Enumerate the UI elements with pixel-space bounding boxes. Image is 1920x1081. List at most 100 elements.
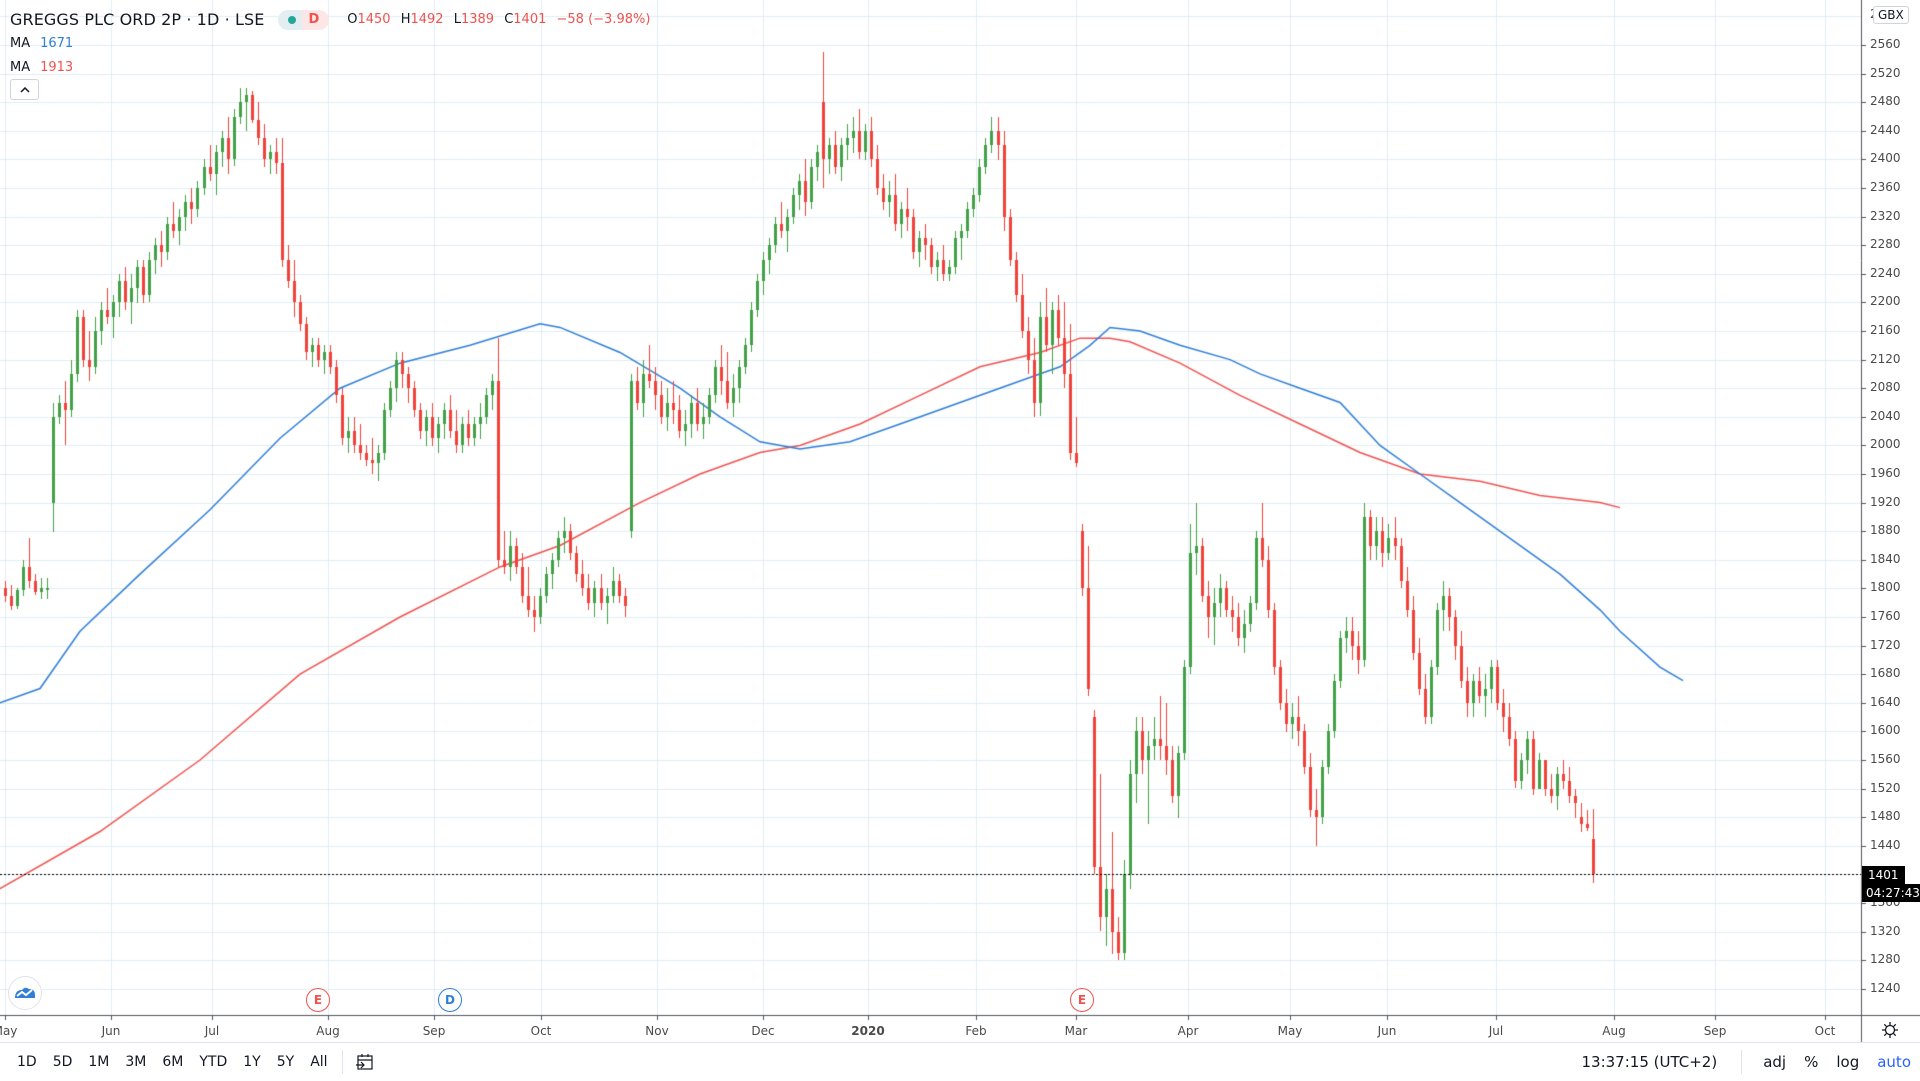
price-tick-label: 1960: [1870, 466, 1901, 480]
price-tick-label: 2400: [1870, 151, 1901, 165]
range-1y-button[interactable]: 1Y: [235, 1054, 268, 1070]
time-tick-label: Oct: [1815, 1024, 1836, 1038]
price-tick-label: 2440: [1870, 123, 1901, 137]
price-tick-label: 1840: [1870, 552, 1901, 566]
time-tick-label: May: [0, 1024, 17, 1038]
ma-slow-label: MA: [10, 56, 30, 80]
time-tick-label: Sep: [423, 1024, 446, 1038]
time-tick-label: Apr: [1178, 1024, 1199, 1038]
range-6m-button[interactable]: 6M: [154, 1054, 191, 1070]
log-scale-toggle[interactable]: log: [1827, 1053, 1868, 1071]
low-label: L: [454, 12, 461, 27]
price-tick-label: 1280: [1870, 952, 1901, 966]
price-tick-label: 2120: [1870, 352, 1901, 366]
time-tick-label: Nov: [645, 1024, 668, 1038]
range-1d-button[interactable]: 1D: [9, 1054, 45, 1070]
range-1m-button[interactable]: 1M: [80, 1054, 117, 1070]
earnings-event-marker[interactable]: E: [306, 988, 330, 1012]
price-tick-label: 2200: [1870, 294, 1901, 308]
price-tick-label: 2240: [1870, 266, 1901, 280]
price-tick-label: 2560: [1870, 37, 1901, 51]
close-value: 1401: [513, 12, 546, 27]
close-label: C: [504, 12, 513, 27]
time-tick-label: Oct: [531, 1024, 552, 1038]
price-tick-label: 2280: [1870, 237, 1901, 251]
open-value: 1450: [357, 12, 390, 27]
auto-scale-toggle[interactable]: auto: [1868, 1053, 1920, 1071]
price-tick-label: 1720: [1870, 638, 1901, 652]
time-tick-label: May: [1278, 1024, 1303, 1038]
price-tick-label: 2360: [1870, 180, 1901, 194]
range-5d-button[interactable]: 5D: [45, 1054, 81, 1070]
dividend-event-marker[interactable]: D: [438, 988, 462, 1012]
toolbar-divider: [1741, 1050, 1742, 1074]
price-tick-label: 1600: [1870, 723, 1901, 737]
range-ytd-button[interactable]: YTD: [191, 1054, 235, 1070]
bar-countdown: 04:27:43: [1862, 884, 1920, 902]
price-tick-label: 1320: [1870, 924, 1901, 938]
logo-icon: [14, 985, 36, 1001]
price-tick-label: 2040: [1870, 409, 1901, 423]
time-tick-label: Jul: [1489, 1024, 1503, 1038]
last-price-label: 1401: [1862, 866, 1905, 884]
price-tick-label: 1800: [1870, 580, 1901, 594]
ohlc-values: O1450 H1492 L1389 C1401 −58 (−3.98%): [347, 8, 650, 32]
toolbar-divider: [342, 1050, 343, 1074]
range-3m-button[interactable]: 3M: [117, 1054, 154, 1070]
tradingview-logo[interactable]: [8, 976, 42, 1010]
time-tick-label: Jun: [102, 1024, 121, 1038]
price-tick-label: 1560: [1870, 752, 1901, 766]
price-tick-label: 2480: [1870, 94, 1901, 108]
time-tick-label: Feb: [965, 1024, 986, 1038]
range-all-button[interactable]: All: [302, 1054, 335, 1070]
time-tick-label: Aug: [1602, 1024, 1625, 1038]
price-tick-label: 2320: [1870, 209, 1901, 223]
price-tick-label: 1440: [1870, 838, 1901, 852]
price-tick-label: 1920: [1870, 495, 1901, 509]
earnings-event-marker[interactable]: E: [1070, 988, 1094, 1012]
open-label: O: [347, 12, 357, 27]
percent-scale-toggle[interactable]: %: [1795, 1053, 1827, 1071]
time-tick-label: Aug: [316, 1024, 339, 1038]
current-time[interactable]: 13:37:15 (UTC+2): [1582, 1053, 1718, 1071]
ma-slow-row[interactable]: MA 1913: [10, 56, 650, 80]
price-tick-label: 1880: [1870, 523, 1901, 537]
calendar-goto-icon: [355, 1052, 375, 1072]
go-to-date-button[interactable]: [355, 1052, 375, 1072]
currency-badge[interactable]: GBX: [1873, 6, 1909, 24]
collapse-legend-button[interactable]: [10, 79, 39, 100]
low-value: 1389: [461, 12, 494, 27]
price-tick-label: 2160: [1870, 323, 1901, 337]
bottom-toolbar: 1D 5D 1M 3M 6M YTD 1Y 5Y All 13:37:15 (U…: [0, 1042, 1920, 1081]
ma-slow-value: 1913: [40, 56, 73, 80]
price-tick-label: 1640: [1870, 695, 1901, 709]
price-tick-label: 2080: [1870, 380, 1901, 394]
price-tick-label: 1680: [1870, 666, 1901, 680]
price-tick-label: 2520: [1870, 66, 1901, 80]
time-tick-label: Sep: [1704, 1024, 1727, 1038]
price-change: −58 (−3.98%): [557, 12, 651, 27]
time-tick-label: Dec: [751, 1024, 774, 1038]
price-tick-label: 1520: [1870, 781, 1901, 795]
high-value: 1492: [410, 12, 443, 27]
price-tick-label: 1480: [1870, 809, 1901, 823]
time-tick-label: Jun: [1378, 1024, 1397, 1038]
market-status-pill[interactable]: D: [278, 10, 329, 30]
time-tick-label: 2020: [851, 1024, 884, 1038]
ma-fast-value: 1671: [40, 32, 73, 56]
ma-fast-row[interactable]: MA 1671: [10, 32, 650, 56]
chart-settings-button[interactable]: [1878, 1018, 1902, 1042]
symbol-title[interactable]: GREGGS PLC ORD 2P · 1D · LSE: [10, 8, 264, 32]
right-controls: 13:37:15 (UTC+2) adj % log auto: [1582, 1043, 1920, 1081]
symbol-row: GREGGS PLC ORD 2P · 1D · LSE D O1450 H14…: [10, 8, 650, 32]
market-open-dot-icon: [288, 16, 296, 24]
range-5y-button[interactable]: 5Y: [269, 1054, 302, 1070]
price-tick-label: 2000: [1870, 437, 1901, 451]
ma-fast-label: MA: [10, 32, 30, 56]
adjust-toggle[interactable]: adj: [1754, 1053, 1795, 1071]
chart-legend: GREGGS PLC ORD 2P · 1D · LSE D O1450 H14…: [10, 8, 650, 80]
price-tick-label: 1760: [1870, 609, 1901, 623]
data-delay-badge: D: [302, 10, 329, 30]
chevron-up-icon: [20, 87, 30, 93]
